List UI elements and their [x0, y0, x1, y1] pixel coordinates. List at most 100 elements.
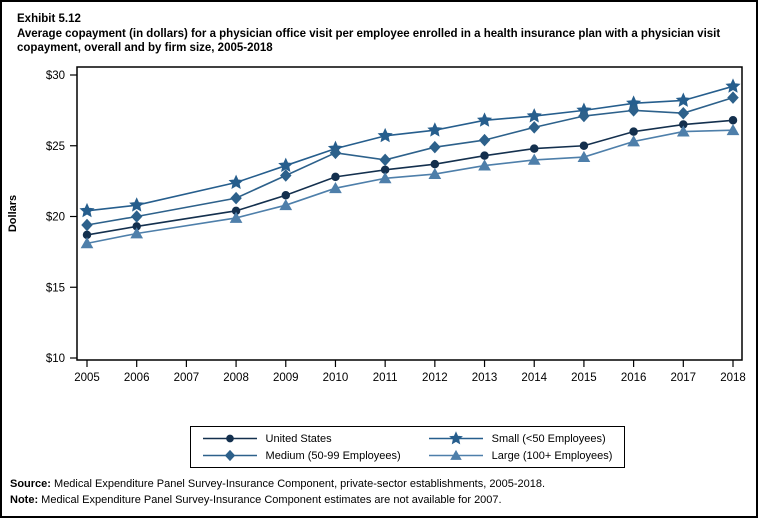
- star-marker-small-50-employees-2008: [228, 174, 244, 189]
- x-axis-tick-label: 2006: [124, 372, 150, 384]
- triangle-legend-marker: [449, 449, 462, 460]
- circle-marker-united-states-2016: [629, 127, 638, 136]
- circle-marker-united-states-2009: [281, 191, 291, 200]
- diamond-marker-medium-50-99-employees-2005: [81, 218, 93, 232]
- y-axis-tick-label: $10: [46, 353, 65, 365]
- legend: United States Small (<50 Employees) Medium…: [75, 426, 740, 468]
- triangle-marker-large-100-employees-2016: [627, 135, 640, 147]
- triangle-marker-large-100-employees-2011: [378, 172, 392, 184]
- star-marker-small-50-employees-2014: [526, 108, 542, 123]
- legend-item-large-100-employees: Large (100+ Employees): [427, 448, 613, 463]
- series-small-50-employees: [79, 78, 741, 218]
- x-axis-tick-label: 2012: [422, 372, 448, 384]
- diamond-marker-medium-50-99-employees-2012: [429, 140, 441, 154]
- star-marker-small-50-employees-2011: [377, 127, 393, 143]
- legend-label: Small (<50 Employees): [491, 432, 606, 445]
- y-axis: $10 $15 $20 $25 $30: [46, 70, 77, 365]
- circle-marker-united-states-2015: [579, 141, 589, 150]
- star-marker-small-50-employees-2009: [278, 157, 294, 172]
- triangle-marker-large-100-employees-2012: [428, 167, 442, 179]
- series-line-medium-50-99-employees: [86, 96, 734, 226]
- triangle-marker-large-100-employees-2008: [229, 211, 243, 223]
- triangle-marker-large-100-employees-2018: [726, 123, 740, 136]
- legend-label: Large (100+ Employees): [491, 449, 613, 462]
- star-marker-small-50-employees-2005: [79, 202, 95, 218]
- y-axis-tick-label: $25: [46, 141, 65, 153]
- source-text: Medical Expenditure Panel Survey-Insuran…: [50, 478, 546, 490]
- footer: Source: Medical Expenditure Panel Survey…: [10, 476, 750, 508]
- star-marker-small-50-employees-2017: [675, 92, 691, 107]
- x-axis-tick-label: 2010: [323, 372, 349, 384]
- source-label: Source:: [10, 478, 51, 490]
- y-axis-tick-label: $15: [46, 282, 65, 294]
- triangle-marker-large-100-employees-2017: [676, 125, 690, 137]
- note-text: Medical Expenditure Panel Survey-Insuran…: [38, 494, 502, 506]
- diamond-marker-medium-50-99-employees-2009: [280, 169, 292, 182]
- x-axis-tick-label: 2013: [472, 372, 498, 384]
- triangle-marker-large-100-employees-2005: [80, 237, 94, 249]
- x-axis-tick-label: 2005: [74, 372, 100, 384]
- diamond-marker-medium-50-99-employees-2017: [677, 106, 690, 120]
- legend-label: United States: [265, 432, 332, 445]
- diamond-marker-medium-50-99-employees-2013: [478, 133, 491, 147]
- series-line-large-100-employees: [86, 129, 734, 245]
- diamond-marker-medium-50-99-employees-2011: [379, 153, 391, 167]
- y-axis-tick-label: $20: [46, 212, 65, 224]
- series-line-united-states: [86, 119, 734, 236]
- series-medium-50-99-employees: [81, 91, 739, 232]
- exhibit-label: Exhibit 5.12: [17, 13, 81, 25]
- triangle-marker-large-100-employees-2009: [279, 198, 293, 211]
- diamond-marker-medium-50-99-employees-2018: [727, 91, 739, 104]
- circle-marker-united-states-2012: [430, 159, 440, 169]
- x-axis-tick-label: 2018: [720, 372, 746, 384]
- diamond-marker-medium-50-99-employees-2008: [230, 191, 242, 205]
- note-line: Note: Medical Expenditure Panel Survey-I…: [10, 492, 750, 508]
- star-marker-small-50-employees-2006: [129, 197, 145, 212]
- x-axis-tick-label: 2007: [174, 372, 200, 384]
- legend-item-small-50-employees: Small (<50 Employees): [427, 431, 613, 446]
- triangle-marker-large-100-employees-2015: [577, 150, 591, 162]
- legend-label: Medium (50-99 Employees): [265, 449, 401, 462]
- plot-border: [76, 66, 743, 361]
- star-marker-small-50-employees-2013: [476, 112, 493, 127]
- triangle-icon: [428, 449, 483, 460]
- circle-icon: [202, 434, 257, 443]
- diamond-marker-medium-50-99-employees-2006: [130, 210, 143, 223]
- x-axis-tick-label: 2014: [521, 372, 547, 384]
- circle-marker-united-states-2018: [728, 116, 738, 125]
- series-united-states: [82, 116, 738, 240]
- y-axis-title: Dollars: [7, 195, 19, 232]
- source-line: Source: Medical Expenditure Panel Survey…: [10, 476, 750, 492]
- star-marker-small-50-employees-2012: [427, 122, 443, 137]
- x-axis-tick-label: 2009: [273, 372, 299, 384]
- title-block: Exhibit 5.12 Average copayment (in dolla…: [17, 12, 747, 55]
- circle-marker-united-states-2010: [331, 172, 340, 182]
- diamond-marker-medium-50-99-employees-2016: [627, 104, 640, 117]
- legend-item-medium-50-99-employees: Medium (50-99 Employees): [201, 448, 401, 463]
- chart-title: Average copayment (in dollars) for a phy…: [17, 28, 721, 54]
- legend-item-united-states: United States: [201, 431, 401, 446]
- x-axis-tick-label: 2016: [621, 372, 647, 384]
- x-axis-tick-label: 2008: [223, 372, 249, 384]
- triangle-marker-large-100-employees-2006: [130, 227, 144, 239]
- diamond-marker-medium-50-99-employees-2015: [578, 109, 590, 123]
- x-axis-tick-label: 2015: [571, 372, 597, 384]
- diamond-marker-medium-50-99-employees-2014: [528, 121, 540, 134]
- circle-legend-marker: [225, 434, 234, 443]
- y-axis-tick-label: $30: [46, 70, 65, 82]
- diamond-icon: [202, 449, 257, 462]
- triangle-marker-large-100-employees-2013: [478, 159, 491, 171]
- circle-marker-united-states-2013: [480, 151, 489, 160]
- x-axis: 2005 2006 2007 2008 2009 2010 2011 2012 2013 2014…: [74, 360, 746, 384]
- triangle-marker-large-100-employees-2014: [527, 153, 541, 165]
- star-marker-small-50-employees-2018: [725, 78, 741, 93]
- circle-marker-united-states-2014: [529, 144, 539, 153]
- x-axis-tick-label: 2017: [671, 372, 697, 384]
- triangle-marker-large-100-employees-2010: [329, 181, 342, 194]
- x-axis-tick-label: 2011: [373, 372, 398, 384]
- note-label: Note:: [10, 494, 39, 506]
- legend-box: United States Small (<50 Employees) Medium…: [189, 426, 626, 468]
- star-legend-marker: [448, 431, 463, 445]
